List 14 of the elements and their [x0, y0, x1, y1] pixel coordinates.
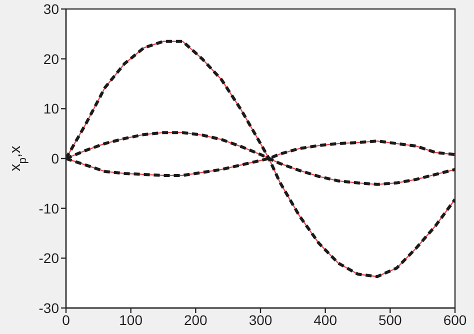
- x-tick-label: 300: [248, 312, 272, 328]
- x-tick-label: 500: [378, 312, 402, 328]
- x-tick-label: 200: [184, 312, 208, 328]
- y-tick-label: 0: [51, 150, 60, 166]
- y-tick-label: -20: [38, 250, 60, 266]
- y-tick-label: 10: [43, 100, 60, 117]
- y-tick-label: 30: [43, 0, 60, 17]
- y-tick-label: -10: [38, 200, 60, 216]
- y-tick-label: -30: [38, 300, 60, 316]
- x-tick-label: 400: [314, 312, 338, 328]
- x-tick-label: 100: [119, 312, 143, 328]
- x-tick-label: 0: [62, 312, 70, 328]
- x-tick-label: 600: [443, 312, 467, 328]
- y-tick-label: 20: [43, 50, 60, 67]
